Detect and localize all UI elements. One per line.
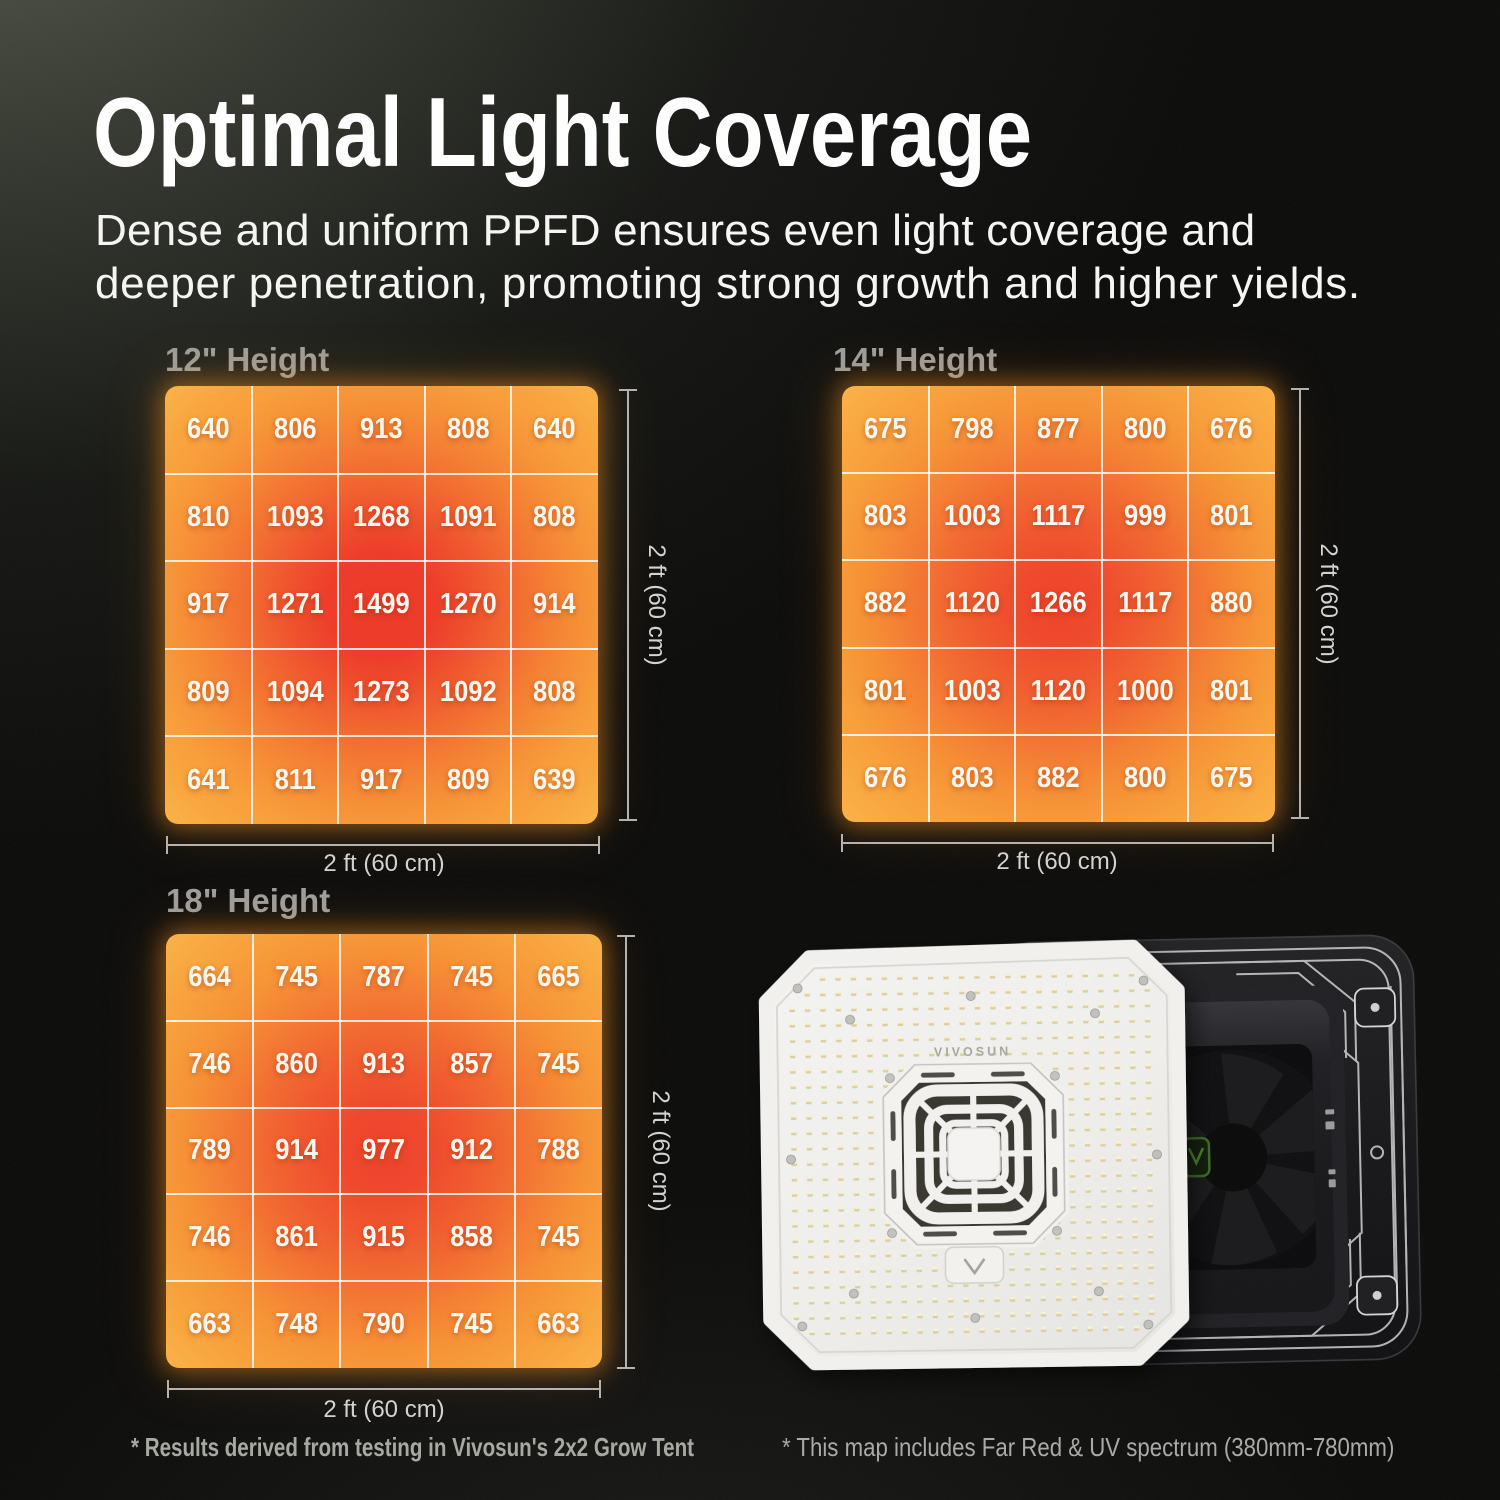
svg-text:VIVOSUN: VIVOSUN: [934, 1044, 1011, 1059]
